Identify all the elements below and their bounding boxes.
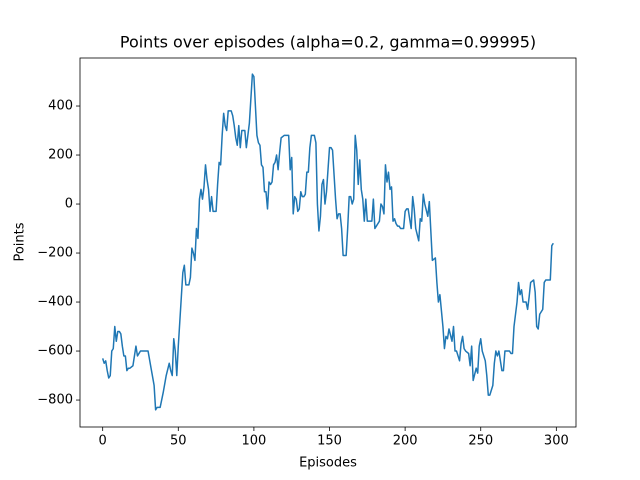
x-tick-label: 200 [393, 434, 418, 449]
y-axis-label: Points [13, 222, 28, 261]
y-tick-label: 400 [48, 99, 73, 114]
y-tick-label: 0 [65, 197, 73, 212]
y-tick-label: −800 [37, 393, 73, 408]
x-tick-label: 150 [317, 434, 342, 449]
x-tick-label: 250 [468, 434, 493, 449]
x-axis-label: Episodes [299, 456, 357, 471]
y-tick-label: 200 [48, 148, 73, 163]
data-line [101, 73, 554, 411]
x-tick-label: 50 [170, 434, 187, 449]
x-tick-label: 0 [99, 434, 107, 449]
y-tick-label: −600 [37, 344, 73, 359]
chart-title: Points over episodes (alpha=0.2, gamma=0… [120, 33, 536, 52]
plot-frame [79, 57, 577, 428]
y-tick-label: −200 [37, 246, 73, 261]
y-tick-label: −400 [37, 295, 73, 310]
x-tick-label: 100 [241, 434, 266, 449]
x-tick-label: 300 [544, 434, 569, 449]
